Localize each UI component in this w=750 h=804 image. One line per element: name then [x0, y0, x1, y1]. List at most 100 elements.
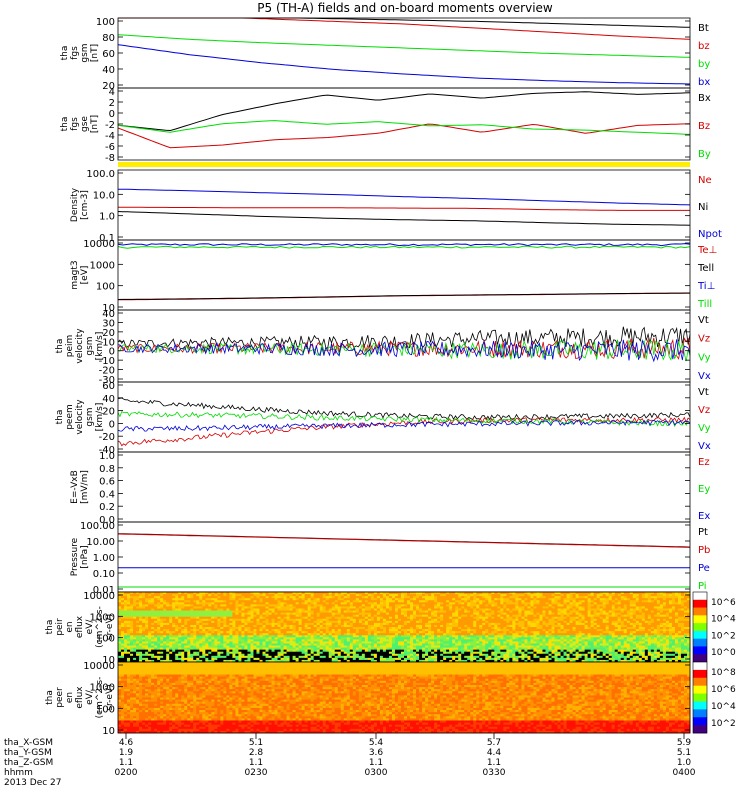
- data-flag-bar: [118, 162, 690, 167]
- y-axis-label: tha: [45, 620, 55, 635]
- y-tick-label: -2: [105, 120, 115, 131]
- y-tick-label: 0.2: [99, 502, 115, 513]
- x-axis-row-label: tha_X-GSM: [4, 738, 53, 748]
- series-line-by: [118, 35, 690, 58]
- y-tick-label: 0.10: [93, 569, 115, 580]
- legend-entry: Bx: [698, 93, 711, 104]
- legend-entry: Vz: [698, 405, 710, 416]
- y-axis-label: sr-eV): [105, 684, 115, 710]
- colorbar-tick-label: 10^6: [711, 685, 736, 695]
- x-tick-label: 1.1: [487, 758, 501, 768]
- series-line-Bz: [118, 124, 690, 148]
- legend-entry: Pi: [698, 581, 707, 592]
- y-axis-label: magt3: [70, 260, 80, 289]
- y-axis-label: en: [65, 621, 75, 632]
- x-axis-row-label: tha_Y-GSM: [4, 748, 52, 758]
- y-axis-label: gsm: [85, 407, 95, 426]
- colorbar-segment: [693, 623, 707, 631]
- colorbar-segment: [693, 662, 707, 670]
- y-axis-label: [mV/m]: [80, 470, 90, 504]
- series-line-Npot: [118, 189, 690, 205]
- y-axis-label: peir: [55, 618, 65, 636]
- series-line-bx: [118, 45, 690, 84]
- legend-entry: Pb: [698, 545, 710, 556]
- colorbar-segment: [693, 600, 707, 608]
- y-tick-label: -4: [105, 131, 115, 142]
- series-line-Vt: [118, 398, 690, 420]
- colorbar-segment: [693, 654, 707, 662]
- legend-entry: bz: [698, 41, 710, 52]
- y-tick-label: 1000: [90, 260, 115, 271]
- legend-entry: Vy: [698, 423, 711, 434]
- y-axis-label: fgs: [70, 46, 80, 60]
- y-axis-label: velocity: [75, 328, 85, 364]
- legend-entry: Vz: [698, 334, 710, 345]
- panel-frame: [118, 170, 690, 240]
- y-axis-label: tha: [55, 339, 65, 354]
- x-tick-label: 0230: [245, 768, 268, 778]
- y-tick-label: -6: [105, 142, 115, 153]
- series-line-Ni: [118, 212, 690, 226]
- y-axis-label: tha: [60, 117, 70, 132]
- legend-entry: Npot: [698, 229, 722, 240]
- x-tick-label: 0200: [115, 768, 138, 778]
- y-tick-label: 0.4: [99, 489, 115, 500]
- legend-entry: Ez: [698, 457, 710, 468]
- panel-frame: [118, 382, 690, 452]
- x-tick-label: 5.9: [677, 738, 692, 748]
- y-tick-label: 60: [102, 381, 115, 392]
- y-tick-label: 0.6: [99, 477, 115, 488]
- y-tick-label: 0.8: [99, 464, 115, 475]
- legend-entry: Pt: [698, 527, 708, 538]
- series-line-Ne: [118, 207, 690, 210]
- colorbar-tick-label: 10^0: [711, 648, 736, 658]
- x-tick-label: 5.4: [369, 738, 384, 748]
- y-tick-label: -8: [105, 153, 115, 164]
- legend-entry: Tell: [697, 263, 714, 274]
- x-tick-label: 4.4: [487, 748, 502, 758]
- legend-entry: Ti⊥: [697, 281, 715, 292]
- x-axis-row-label: hhmm: [4, 768, 33, 778]
- panel-frame: [118, 18, 690, 88]
- x-tick-label: 2.8: [249, 748, 264, 758]
- y-axis-label: eflux: [75, 615, 85, 638]
- y-tick-label: 10.0: [93, 190, 115, 201]
- legend-entry: By: [698, 149, 711, 160]
- y-axis-label: gsm: [80, 43, 90, 62]
- y-axis-label: peem: [65, 404, 75, 430]
- y-axis-label: peer: [55, 687, 65, 708]
- y-tick-label: 80: [102, 33, 115, 44]
- legend-entry: Bz: [698, 121, 710, 132]
- y-tick-label: 10000: [83, 239, 115, 250]
- y-tick-label: 100: [96, 17, 115, 28]
- legend-entry: Vt: [698, 387, 709, 398]
- series-line-By: [118, 121, 690, 135]
- y-tick-label: 2: [109, 98, 115, 109]
- legend-entry: Ne: [698, 175, 712, 186]
- x-tick-label: 3.6: [369, 748, 384, 758]
- x-tick-label: 1.0: [677, 758, 692, 768]
- colorbar-tick-label: 10^8: [711, 668, 736, 678]
- legend-entry: Te⊥: [697, 245, 717, 256]
- colorbar-segment: [693, 615, 707, 623]
- colorbar-segment: [693, 717, 707, 725]
- y-tick-label: 100: [96, 282, 115, 293]
- y-tick-label: 10000: [83, 661, 115, 672]
- x-tick-label: 5.1: [677, 748, 691, 758]
- y-tick-label: 0: [109, 419, 115, 430]
- y-axis-label: [cm-3]: [80, 190, 90, 220]
- colorbar-tick-label: 10^4: [711, 615, 736, 625]
- y-tick-label: 1.0: [99, 212, 115, 223]
- legend-entry: Bt: [698, 23, 709, 34]
- legend-entry: by: [698, 59, 710, 70]
- y-axis-label: gse: [80, 116, 90, 132]
- y-tick-label: 1.0: [99, 451, 115, 462]
- panel-pressure: PtPbPePi100.0010.001.000.100.01Pressure[…: [70, 521, 710, 596]
- colorbar-segment: [693, 631, 707, 639]
